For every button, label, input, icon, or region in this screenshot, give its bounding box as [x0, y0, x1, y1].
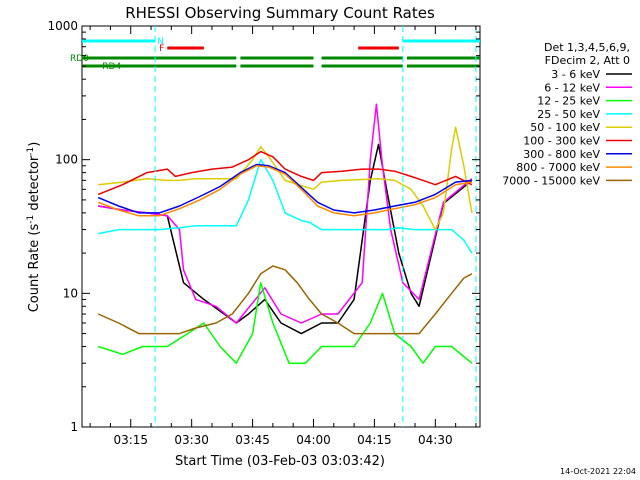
legend-header-2: FDecim 2, Att 0: [545, 54, 630, 67]
y-axis-ticks: 1 10 100 1000: [47, 19, 480, 434]
legend-label: 100 - 300 keV: [523, 135, 600, 148]
legend-label: 300 - 800 keV: [523, 148, 600, 161]
state-bars: NF RD0 RD4: [70, 37, 480, 72]
night-label: N: [157, 37, 164, 47]
y-label-part-2: detector: [27, 155, 42, 215]
flare-label: F: [159, 44, 164, 54]
x-tick-label: 03:15: [113, 433, 148, 447]
y-label-sup-1: -1: [26, 215, 36, 224]
y-tick-label: 100: [55, 153, 78, 167]
x-tick-label: 03:30: [174, 433, 209, 447]
plot-area: NF RD0 RD4 1 10 100 1000 03:15 03:30 03:45 04:00…: [47, 19, 481, 447]
saa-boundary-lines: [154, 26, 477, 427]
x-tick-label: 04:00: [296, 433, 331, 447]
x-tick-label: 04:15: [357, 433, 392, 447]
series-line-3: [98, 158, 473, 254]
x-tick-label: 04:30: [418, 433, 453, 447]
legend: Det 1,3,4,5,6,9, FDecim 2, Att 0 3 - 6 k…: [502, 41, 632, 187]
x-axis-ticks: 03:15 03:30 03:45 04:00 04:15 04:30: [89, 26, 477, 447]
series-line-6: [97, 163, 472, 214]
y-axis-label: Count Rate (s-1 detector-1): [26, 142, 42, 313]
legend-label: 25 - 50 keV: [537, 108, 600, 121]
rd4-label: RD4: [102, 62, 121, 72]
series-line-7: [97, 165, 473, 217]
y-tick-label: 10: [63, 286, 78, 300]
x-axis-label: Start Time (03-Feb-03 03:03:42): [175, 454, 385, 469]
plot-frame: [81, 25, 481, 428]
legend-label: 12 - 25 keV: [537, 95, 600, 108]
series-line-5: [97, 150, 473, 196]
legend-label: 3 - 6 keV: [551, 68, 600, 81]
y-label-part-1: Count Rate (s: [27, 224, 42, 313]
y-tick-label: 1: [70, 420, 78, 434]
series-line-2: [97, 281, 473, 364]
legend-label: 50 - 100 keV: [530, 121, 600, 134]
y-label-sup-2: -1: [26, 147, 36, 156]
rd0-label: RD0: [70, 54, 89, 64]
series-layer: [97, 103, 473, 364]
chart-title: RHESSI Observing Summary Count Rates: [125, 4, 435, 22]
legend-label: 7000 - 15000 keV: [502, 174, 600, 187]
series-line-4: [98, 126, 473, 231]
timestamp: 14-Oct-2021 22:04: [560, 467, 636, 476]
y-tick-label: 1000: [47, 19, 78, 33]
legend-header-1: Det 1,3,4,5,6,9,: [544, 41, 630, 54]
series-line-8: [97, 265, 473, 335]
legend-label: 800 - 7000 keV: [516, 161, 600, 174]
legend-label: 6 - 12 keV: [544, 81, 600, 94]
x-tick-label: 03:45: [235, 433, 270, 447]
series-line-1: [98, 103, 473, 324]
y-label-part-3: ): [27, 142, 42, 147]
